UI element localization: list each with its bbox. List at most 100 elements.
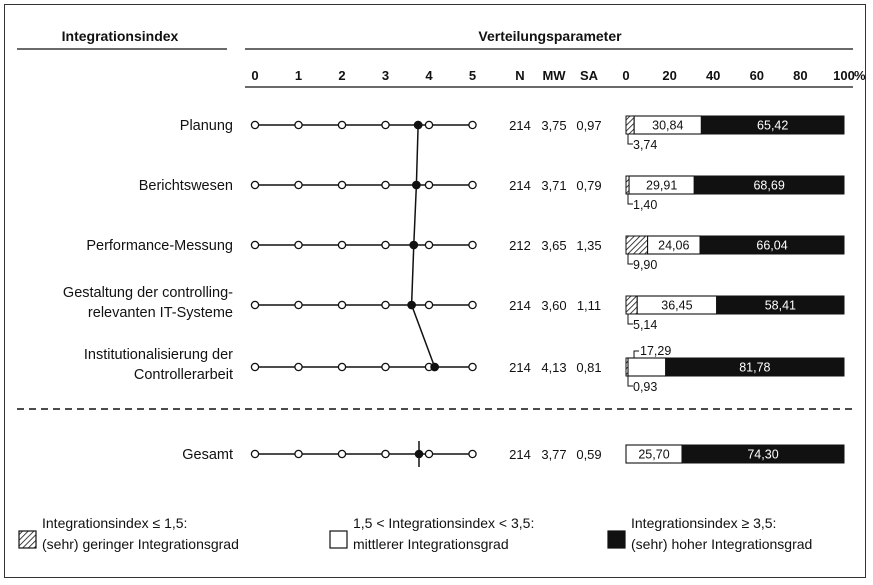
row-label: Gesamt (182, 447, 233, 463)
mean-profile-line (407, 120, 439, 372)
stat-mw: 3,75 (541, 118, 566, 133)
bar-label-low: 0,93 (633, 380, 657, 394)
scale-point (337, 300, 347, 310)
stat-sa: 0,59 (576, 447, 601, 462)
stat-mw: 4,13 (541, 360, 566, 375)
bar-segment-low (625, 115, 635, 135)
scale-point (424, 449, 434, 459)
scale-tick-label: 0 (251, 68, 258, 83)
scale-point (250, 120, 260, 130)
scale-point (424, 240, 434, 250)
right-column-title: Verteilungsparameter (478, 28, 622, 44)
bar-label-mid-leader (633, 350, 640, 358)
stat-sa: 1,11 (577, 298, 601, 313)
percent-tick-label: 80 (793, 68, 807, 83)
legend: Integrationsindex ≤ 1,5: (sehr) geringer … (18, 515, 812, 552)
stat-n: 214 (509, 118, 531, 133)
bar-label-low-leader (627, 376, 633, 387)
scale-tick-label: 1 (295, 68, 302, 83)
bar-segment-high (681, 444, 845, 464)
total-row-group: Gesamt 214 3,77 0,59 25,70 74,30 (182, 441, 845, 467)
bar-segment-high (700, 115, 845, 135)
scale-point (294, 180, 303, 190)
scale-point (468, 180, 477, 190)
legend-text: mittlerer Integrationsgrad (353, 536, 509, 552)
row-label: Institutionalisierung der (84, 347, 233, 363)
bar-label-high: 74,30 (747, 448, 778, 462)
legend-text: 1,5 < Integrationsindex < 3,5: (353, 515, 534, 531)
legend-item: Integrationsindex ≤ 1,5: (sehr) geringer … (18, 515, 239, 552)
bar-label-low-leader (627, 254, 633, 265)
scale-point (250, 362, 260, 372)
column-header-sa: SA (580, 68, 599, 83)
left-column-title: Integrationsindex (62, 28, 179, 44)
stat-sa: 1,35 (576, 238, 601, 253)
stat-sa: 0,81 (576, 360, 601, 375)
total-row: Gesamt 214 3,77 0,59 25,70 74,30 (182, 441, 845, 467)
scale-point (294, 120, 303, 130)
bar-segment-high (699, 235, 845, 255)
data-row: Gestaltung der controlling-relevanten IT… (63, 285, 845, 332)
bar-segment-high (693, 175, 845, 195)
scale-point (381, 362, 390, 372)
percent-unit-label: % (854, 68, 866, 83)
stat-mw: 3,60 (541, 298, 566, 313)
scale-point (250, 300, 260, 310)
bar-segment-high (665, 357, 845, 377)
bar-label-low-leader (627, 314, 633, 325)
scale-point (468, 300, 477, 310)
scale-point (250, 240, 260, 250)
percent-tick-label: 60 (750, 68, 764, 83)
bar-label-mid: 24,06 (658, 239, 689, 253)
bar-segment-low (625, 295, 638, 315)
scale-tick-label: 5 (469, 68, 476, 83)
bar-label-low-leader (627, 194, 633, 205)
bar-label-high: 81,78 (739, 361, 770, 375)
percent-tick-label: 100 (833, 68, 855, 83)
data-row: Planung 214 3,75 0,97 30,84 65,42 3,74 (180, 115, 845, 152)
profile-point (412, 180, 421, 190)
bar-label-low: 1,40 (633, 198, 657, 212)
stat-n: 212 (509, 238, 531, 253)
profile-point (430, 362, 439, 372)
scale-point (337, 120, 347, 130)
stat-sa: 0,97 (576, 118, 601, 133)
bar-label-mid: 17,29 (640, 344, 671, 358)
bar-label-high: 58,41 (765, 299, 796, 313)
stat-mw: 3,71 (541, 178, 566, 193)
percent-tick-label: 40 (706, 68, 720, 83)
percent-tick-label: 20 (662, 68, 676, 83)
scale-point (424, 180, 434, 190)
scale-point (381, 240, 390, 250)
scale-point (468, 362, 477, 372)
legend-swatch-black (607, 530, 626, 549)
bar-label-low: 5,14 (633, 318, 657, 332)
scale-point (381, 300, 390, 310)
stat-n: 214 (509, 178, 531, 193)
row-label: Berichtswesen (139, 178, 233, 194)
stat-mw: 3,65 (541, 238, 566, 253)
bar-label-mid: 30,84 (652, 119, 683, 133)
scale-point (468, 120, 477, 130)
percent-tick-label: 0 (622, 68, 629, 83)
scale-tick-labels: 0 1 2 3 4 5 (251, 68, 476, 83)
bar-label-mid: 25,70 (638, 448, 669, 462)
bar-segment-mid (627, 357, 667, 377)
legend-text: Integrationsindex ≤ 1,5: (42, 515, 187, 531)
row-label: Planung (180, 118, 233, 134)
integration-chart: Integrationsindex Verteilungsparameter 0… (17, 28, 866, 552)
scale-point (468, 449, 477, 459)
legend-item: Integrationsindex ≥ 3,5: (sehr) hoher Int… (607, 515, 812, 552)
bar-segment-high (716, 295, 845, 315)
bar-label-mid: 29,91 (646, 179, 677, 193)
figure-frame: Integrationsindex Verteilungsparameter 0… (4, 4, 866, 578)
legend-text: Integrationsindex ≥ 3,5: (631, 515, 776, 531)
legend-text: (sehr) hoher Integrationsgrad (631, 536, 812, 552)
scale-point (250, 449, 260, 459)
data-row: Berichtswesen 214 3,71 0,79 29,91 68,69 1,40 (139, 175, 845, 212)
legend-swatch-hatch (18, 530, 37, 549)
row-label: relevanten IT-Systeme (88, 305, 233, 321)
scale-point (294, 362, 303, 372)
legend-swatch-white (329, 530, 348, 549)
stat-mw: 3,77 (541, 447, 566, 462)
